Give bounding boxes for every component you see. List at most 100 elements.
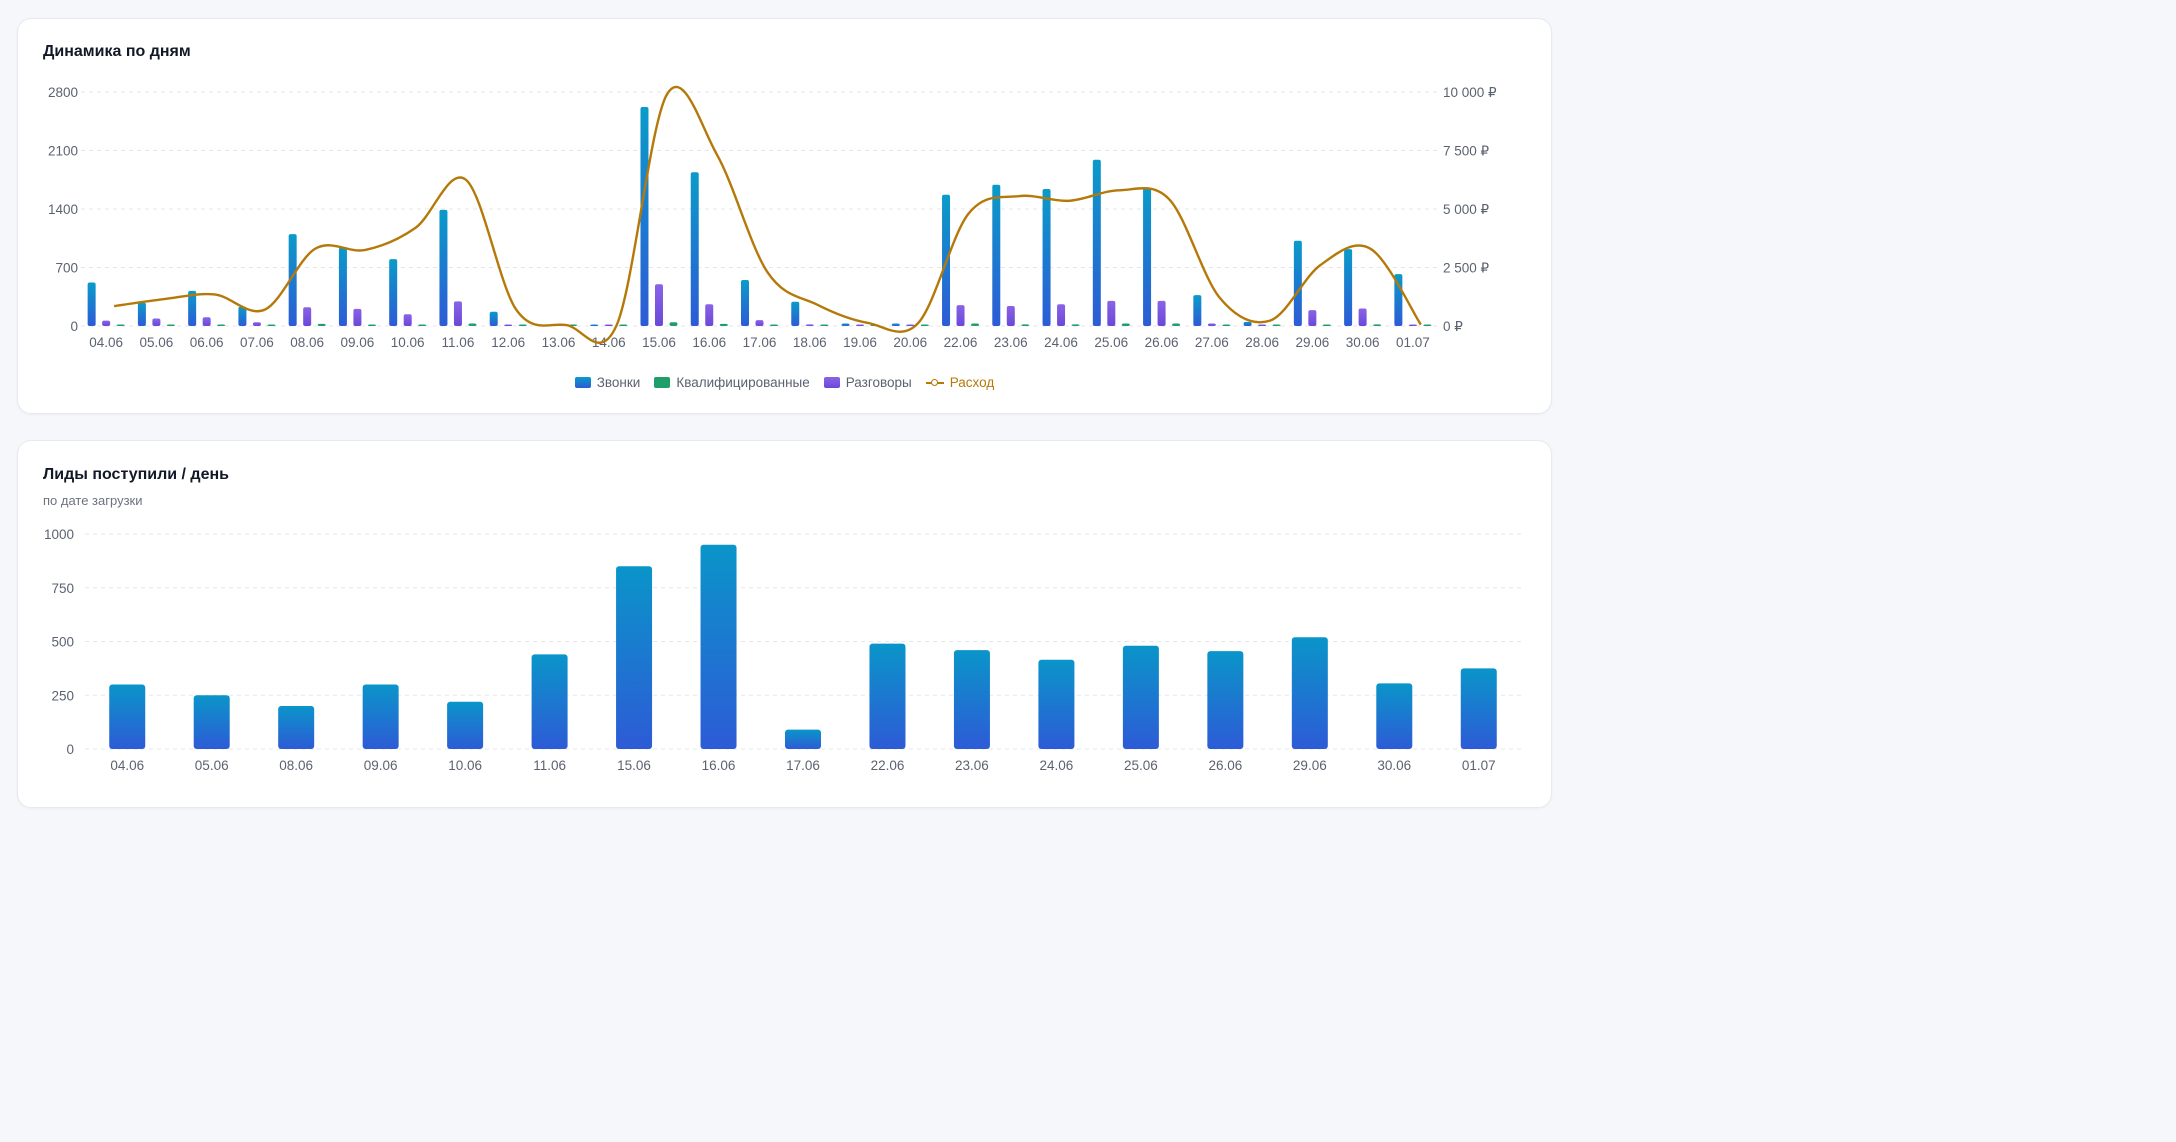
bar-talks[interactable] [1107, 300, 1116, 326]
legend-item-qualified[interactable]: Квалифицированные [654, 375, 810, 390]
bar-qualified[interactable] [1121, 323, 1130, 326]
bar-calls[interactable] [389, 259, 398, 326]
bar-leads[interactable] [278, 706, 315, 749]
bar-qualified[interactable] [418, 324, 427, 327]
bar-calls[interactable] [439, 209, 448, 326]
bar-leads[interactable] [1122, 645, 1159, 749]
bar-qualified[interactable] [317, 323, 326, 326]
bar-calls[interactable] [238, 306, 247, 326]
bar-calls[interactable] [590, 324, 599, 327]
bar-qualified[interactable] [719, 323, 728, 326]
bar-talks[interactable] [856, 324, 865, 327]
bar-calls[interactable] [640, 107, 649, 327]
bar-qualified[interactable] [1373, 324, 1382, 326]
bar-qualified[interactable] [820, 324, 829, 327]
bar-talks[interactable] [1308, 310, 1317, 326]
bar-leads[interactable] [1291, 637, 1328, 749]
bar-leads[interactable] [700, 544, 737, 749]
bar-leads[interactable] [1376, 683, 1413, 749]
bar-talks[interactable] [1006, 305, 1015, 326]
bar-talks[interactable] [453, 301, 462, 326]
bar-calls[interactable] [1293, 240, 1302, 326]
bar-qualified[interactable] [1423, 324, 1432, 327]
bar-calls[interactable] [87, 282, 96, 326]
legend-item-calls[interactable]: Звонки [574, 375, 640, 390]
bar-qualified[interactable] [1021, 324, 1030, 326]
bar-qualified[interactable] [971, 323, 980, 326]
bar-talks[interactable] [303, 307, 312, 326]
bar-talks[interactable] [805, 324, 814, 326]
bar-qualified[interactable] [468, 323, 477, 326]
bar-calls[interactable] [791, 301, 800, 326]
bar-qualified[interactable] [1222, 324, 1231, 327]
bar-talks[interactable] [152, 318, 161, 326]
bar-leads[interactable] [447, 701, 484, 749]
bar-calls[interactable] [1092, 159, 1101, 326]
bar-leads[interactable] [193, 695, 230, 749]
bar-leads[interactable] [953, 650, 990, 749]
bar-qualified[interactable] [1071, 324, 1080, 326]
bar-calls[interactable] [1193, 295, 1202, 326]
bar-calls[interactable] [1243, 321, 1252, 326]
bar-talks[interactable] [252, 322, 261, 326]
bar-calls[interactable] [992, 184, 1001, 326]
bar-qualified[interactable] [1322, 324, 1331, 327]
bar-talks[interactable] [906, 324, 915, 327]
bar-qualified[interactable] [619, 324, 628, 327]
bar-qualified[interactable] [920, 324, 929, 327]
bar-leads[interactable] [616, 566, 653, 749]
bar-qualified[interactable] [518, 324, 527, 327]
x-tick: 15.06 [642, 335, 676, 350]
bar-calls[interactable] [137, 302, 146, 326]
bar-talks[interactable] [1057, 304, 1066, 326]
bar-calls[interactable] [690, 172, 699, 326]
bar-calls[interactable] [741, 280, 749, 326]
bar-talks[interactable] [604, 324, 613, 327]
bar-qualified[interactable] [166, 324, 175, 327]
bar-talks[interactable] [202, 317, 211, 326]
bar-talks[interactable] [1408, 324, 1417, 327]
bar-talks[interactable] [705, 304, 714, 326]
bar-qualified[interactable] [1272, 324, 1281, 327]
bar-leads[interactable] [1038, 659, 1075, 749]
bar-talks[interactable] [403, 314, 412, 326]
bar-qualified[interactable] [367, 324, 376, 327]
x-tick: 09.06 [341, 335, 375, 350]
bar-talks[interactable] [654, 284, 663, 326]
bar-calls[interactable] [489, 311, 498, 326]
bar-leads[interactable] [109, 684, 146, 750]
legend-item-talks[interactable]: Разговоры [823, 375, 912, 390]
bar-qualified[interactable] [116, 324, 125, 327]
bar-talks[interactable] [102, 320, 111, 326]
bar-calls[interactable] [338, 247, 347, 326]
bar-leads[interactable] [1207, 651, 1244, 749]
bar-calls[interactable] [288, 234, 297, 326]
bar-talks[interactable] [353, 308, 362, 326]
bar-talks[interactable] [755, 320, 764, 326]
bar-qualified[interactable] [1172, 323, 1181, 326]
bar-leads[interactable] [869, 643, 906, 749]
bar-calls[interactable] [1344, 249, 1353, 326]
bar-leads[interactable] [785, 729, 821, 749]
bar-talks[interactable] [1207, 323, 1216, 326]
bar-talks[interactable] [1157, 300, 1166, 326]
bar-talks[interactable] [504, 324, 513, 327]
bar-calls[interactable] [1143, 188, 1152, 326]
bar-calls[interactable] [1042, 188, 1051, 326]
bar-leads[interactable] [362, 684, 399, 750]
bar-talks[interactable] [1358, 308, 1367, 326]
bar-talks[interactable] [1258, 324, 1267, 327]
spend-line[interactable] [113, 85, 1422, 344]
legend-item-spend[interactable]: Расход [925, 375, 994, 390]
y-tick: 250 [51, 688, 74, 703]
bar-calls[interactable] [188, 290, 197, 326]
bar-qualified[interactable] [267, 324, 276, 327]
bar-qualified[interactable] [217, 324, 226, 327]
bar-talks[interactable] [956, 305, 965, 326]
bar-calls[interactable] [891, 323, 900, 326]
bar-leads[interactable] [1460, 668, 1497, 749]
bar-calls[interactable] [841, 323, 850, 326]
bar-qualified[interactable] [669, 322, 678, 326]
bar-qualified[interactable] [770, 324, 778, 327]
bar-leads[interactable] [531, 654, 568, 749]
